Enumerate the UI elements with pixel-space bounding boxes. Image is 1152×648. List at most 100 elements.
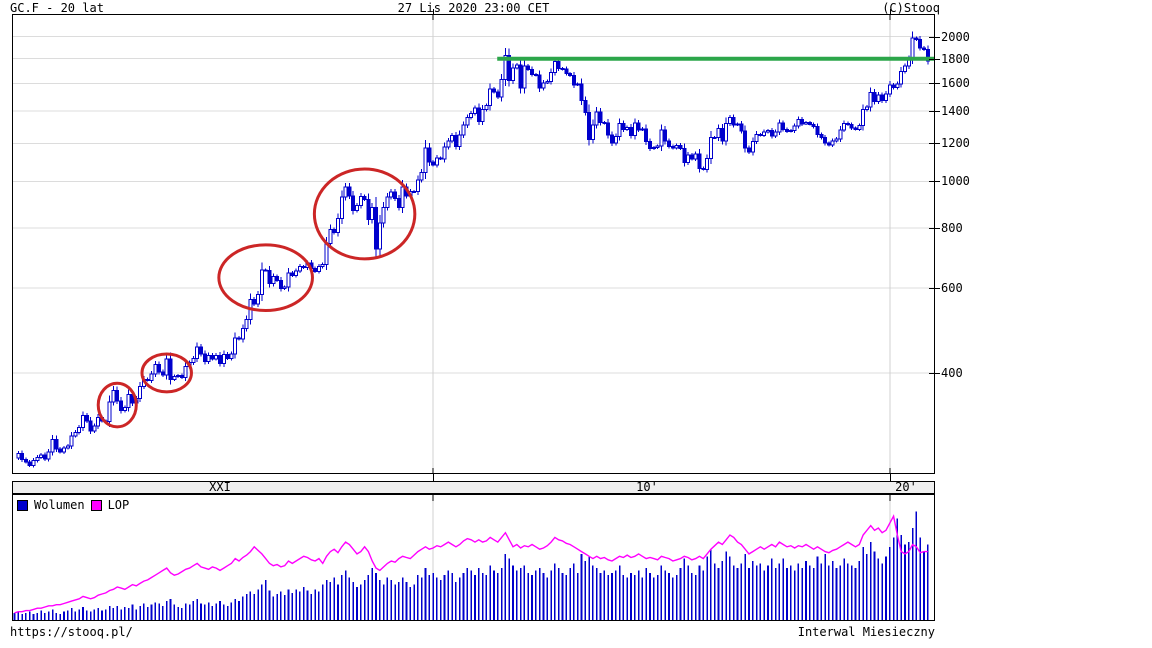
volume-chart-svg (13, 495, 929, 620)
site-url[interactable]: https://stooq.pl/ (10, 625, 133, 639)
candle-body (804, 122, 809, 125)
candle-body (427, 147, 432, 163)
candle-body (271, 276, 276, 285)
candle-body (735, 123, 740, 126)
candle-body (758, 133, 763, 136)
candle-body (221, 353, 226, 365)
candle-body (415, 179, 420, 193)
candle-body (385, 196, 390, 208)
candle-body (240, 327, 245, 340)
candle-body (58, 448, 63, 453)
candle-body (469, 112, 474, 119)
candle-body (484, 105, 489, 111)
candle-body (335, 217, 340, 234)
time-axis-label: XXI (209, 480, 231, 494)
candle-body (819, 134, 824, 139)
candle-body (73, 431, 78, 437)
candle-body (887, 84, 892, 95)
candle-body (705, 158, 710, 170)
candle-body (42, 454, 47, 460)
candle-body (80, 415, 85, 429)
candle-body (419, 171, 424, 181)
candle-body (225, 353, 230, 359)
candle-body (826, 142, 831, 146)
candle-body (65, 445, 70, 449)
candle-body (632, 122, 637, 137)
price-axis-label: 1800 (941, 51, 970, 66)
candle-body (84, 415, 89, 422)
volume-panel (12, 494, 935, 621)
candle-body (160, 371, 165, 376)
candle-body (27, 461, 32, 466)
candle-body (491, 88, 496, 93)
candle-body (625, 126, 630, 130)
candle-body (549, 71, 554, 82)
candle-body (149, 373, 154, 381)
candle-body (507, 54, 512, 81)
candle-body (278, 279, 283, 290)
candle-body (511, 67, 516, 81)
candle-body (781, 122, 786, 130)
candle-body (434, 157, 439, 166)
candle-body (259, 269, 264, 296)
candle-body (895, 83, 900, 89)
candle-body (294, 270, 299, 276)
candle-body (667, 140, 672, 147)
candle-body (198, 346, 203, 355)
candle-body (446, 140, 451, 148)
price-axis-label: 2000 (941, 29, 970, 44)
candle-body (351, 195, 356, 211)
candle-body (899, 70, 904, 85)
candle-body (925, 49, 930, 62)
candle-body (720, 127, 725, 142)
candle-body (564, 68, 569, 75)
time-axis-label: 10' (636, 480, 658, 494)
candle-body (811, 123, 816, 128)
quote-datetime: 27 Lis 2020 23:00 CET (397, 1, 550, 15)
candle-body (777, 122, 782, 133)
candle-body (590, 124, 595, 140)
candle-body (514, 64, 519, 69)
candle-body (423, 147, 428, 173)
candle-body (244, 318, 249, 329)
candle-body (785, 128, 790, 132)
candle-body (522, 65, 527, 89)
price-axis-label: 1200 (941, 136, 970, 151)
chart-title: GC.F - 20 lat (10, 1, 104, 15)
candle-body (606, 122, 611, 136)
candle-body (122, 406, 127, 412)
interval-label: Interwal Miesieczny (797, 625, 935, 639)
candle-body (910, 37, 915, 60)
candle-body (579, 83, 584, 102)
candle-body (54, 438, 59, 450)
candle-body (571, 74, 576, 86)
candle-body (876, 94, 881, 103)
candle-body (659, 129, 664, 147)
candle-body (568, 73, 573, 76)
price-axis-label: 1600 (941, 76, 970, 91)
annotation-ellipse (140, 352, 193, 394)
candle-body (164, 358, 169, 376)
candle-body (431, 161, 436, 166)
price-axis-label: 1000 (941, 174, 970, 189)
candle-body (328, 228, 333, 245)
candle-body (206, 354, 211, 363)
candle-body (39, 454, 44, 458)
candle-body (210, 354, 215, 360)
candle-body (670, 145, 675, 149)
candle-body (530, 68, 535, 75)
candle-body (872, 92, 877, 103)
candle-body (651, 147, 656, 150)
candle-body (537, 74, 542, 89)
candle-body (880, 94, 885, 102)
candle-body (845, 122, 850, 126)
candle-body (712, 137, 717, 140)
candle-body (339, 196, 344, 219)
candle-body (282, 286, 287, 290)
candle-body (617, 122, 622, 138)
candle-body (476, 107, 481, 122)
candle-body (655, 145, 660, 149)
candle-body (560, 67, 565, 70)
volume-legend: Wolumen LOP (17, 499, 129, 511)
